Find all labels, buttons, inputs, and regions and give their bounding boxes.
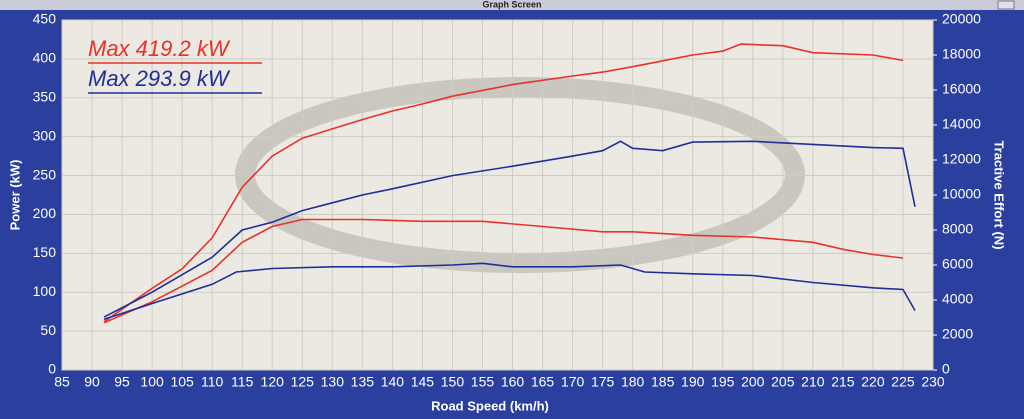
y-tick-label: 0 xyxy=(48,361,56,377)
title-bar xyxy=(0,0,1024,10)
y-tick-label: 350 xyxy=(33,88,57,104)
y-tick-label: 450 xyxy=(33,11,57,27)
x-tick-label: 145 xyxy=(411,374,435,390)
x-tick-label: 125 xyxy=(291,374,315,390)
watermark xyxy=(235,77,805,273)
x-tick-label: 150 xyxy=(441,374,465,390)
x-tick-label: 165 xyxy=(531,374,555,390)
x-tick-label: 90 xyxy=(84,374,100,390)
y-tick-label: 300 xyxy=(33,127,57,143)
x-tick-label: 195 xyxy=(711,374,735,390)
y-tick-label: 100 xyxy=(33,283,57,299)
series-line xyxy=(103,218,904,324)
y2-tick-label: 20000 xyxy=(942,11,981,27)
x-tick-label: 225 xyxy=(891,374,915,390)
x-tick-label: 215 xyxy=(831,374,855,390)
x-tick-label: 120 xyxy=(261,374,285,390)
y2-tick-label: 14000 xyxy=(942,116,981,132)
x-axis-title: Road Speed (km/h) xyxy=(431,398,549,413)
x-tick-label: 115 xyxy=(231,374,254,390)
y-tick-label: 50 xyxy=(40,322,56,338)
x-tick-label: 205 xyxy=(771,374,795,390)
x-tick-label: 110 xyxy=(201,374,224,390)
x-tick-label: 200 xyxy=(741,374,765,390)
y2-tick-label: 18000 xyxy=(942,46,981,62)
y-tick-label: 150 xyxy=(33,244,57,260)
y2-tick-label: 12000 xyxy=(942,151,981,167)
x-tick-label: 230 xyxy=(921,374,945,390)
x-tick-label: 175 xyxy=(591,374,615,390)
series-line xyxy=(103,43,904,323)
y2-tick-label: 16000 xyxy=(942,81,981,97)
y-tick-label: 200 xyxy=(33,205,57,221)
x-tick-label: 180 xyxy=(621,374,645,390)
series-line xyxy=(103,140,916,318)
y-tick-label: 400 xyxy=(33,50,57,66)
x-tick-label: 160 xyxy=(501,374,525,390)
x-tick-label: 135 xyxy=(351,374,375,390)
x-tick-label: 95 xyxy=(114,374,130,390)
y2-axis-title: Tractive Effort (N) xyxy=(992,140,1007,249)
y2-tick-label: 6000 xyxy=(942,256,973,272)
x-tick-label: 185 xyxy=(651,374,675,390)
x-tick-label: 190 xyxy=(681,374,705,390)
y2-tick-label: 2000 xyxy=(942,326,973,342)
y2-tick-label: 10000 xyxy=(942,186,981,202)
x-tick-label: 170 xyxy=(561,374,585,390)
y2-tick-label: 0 xyxy=(942,361,950,377)
x-tick-label: 220 xyxy=(861,374,885,390)
x-tick-label: 155 xyxy=(471,374,495,390)
x-tick-label: 100 xyxy=(140,374,164,390)
window-title: Graph Screen xyxy=(482,0,541,9)
close-button[interactable] xyxy=(997,0,1015,10)
y-axis-title: Power (kW) xyxy=(7,160,22,231)
series-line xyxy=(103,262,916,321)
annotation: Max 293.9 kW xyxy=(88,66,231,91)
x-tick-label: 140 xyxy=(381,374,405,390)
y-tick-label: 250 xyxy=(33,166,57,182)
y2-tick-label: 8000 xyxy=(942,221,973,237)
annotation: Max 419.2 kW xyxy=(88,36,231,61)
x-tick-label: 130 xyxy=(321,374,345,390)
x-tick-label: 85 xyxy=(54,374,70,390)
x-tick-label: 105 xyxy=(170,374,194,390)
x-tick-label: 210 xyxy=(801,374,825,390)
y2-tick-label: 4000 xyxy=(942,291,973,307)
